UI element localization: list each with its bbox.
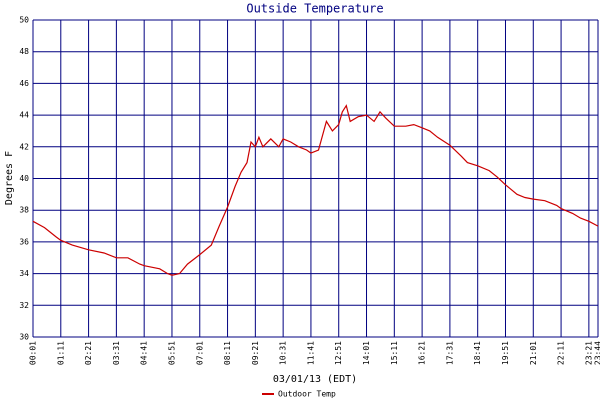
y-tick-label: 32: [19, 301, 29, 310]
x-tick-label: 15:11: [390, 341, 399, 365]
x-tick-label: 08:11: [223, 341, 232, 365]
y-tick-label: 36: [19, 237, 29, 246]
x-tick-label: 17:31: [445, 341, 454, 365]
x-tick-label: 05:51: [167, 341, 176, 365]
y-tick-label: 38: [19, 206, 29, 215]
x-tick-label: 21:01: [529, 341, 538, 365]
y-tick-label: 34: [19, 269, 29, 278]
y-axis-label: Degrees F: [4, 151, 15, 205]
x-tick-label: 22:11: [557, 341, 566, 365]
data-line: [32, 104, 599, 276]
x-tick-label: 23:21: [584, 341, 593, 365]
x-tick-label: 01:11: [56, 341, 65, 365]
x-tick-label: 09:21: [251, 341, 260, 365]
x-tick-label: 00:01: [29, 341, 38, 365]
x-tick-label: 12:51: [334, 341, 343, 365]
y-tick-label: 42: [19, 142, 29, 151]
x-tick-label: 10:31: [279, 341, 288, 365]
chart-title: Outside Temperature: [246, 2, 383, 16]
x-tick-label: 19:51: [501, 341, 510, 365]
y-tick-label: 46: [19, 79, 29, 88]
x-tick-label: 23:44: [594, 341, 600, 365]
y-tick-label: 30: [19, 333, 29, 342]
y-tick-label: 50: [19, 16, 29, 25]
x-tick-label: 18:41: [473, 341, 482, 365]
x-tick-label: 16:21: [418, 341, 427, 365]
x-tick-label: 03:31: [112, 341, 121, 365]
x-tick-label: 04:41: [140, 341, 149, 365]
x-tick-label: 11:41: [306, 341, 315, 365]
y-tick-label: 44: [19, 111, 29, 120]
x-axis-label: 03/01/13 (EDT): [273, 374, 357, 385]
x-tick-label: 02:21: [84, 341, 93, 365]
x-tick-label: 14:01: [362, 341, 371, 365]
y-tick-label: 40: [19, 174, 29, 183]
x-tick-label: 07:01: [195, 341, 204, 365]
y-tick-label: 48: [19, 47, 29, 56]
legend-label: Outdoor Temp: [278, 390, 336, 399]
